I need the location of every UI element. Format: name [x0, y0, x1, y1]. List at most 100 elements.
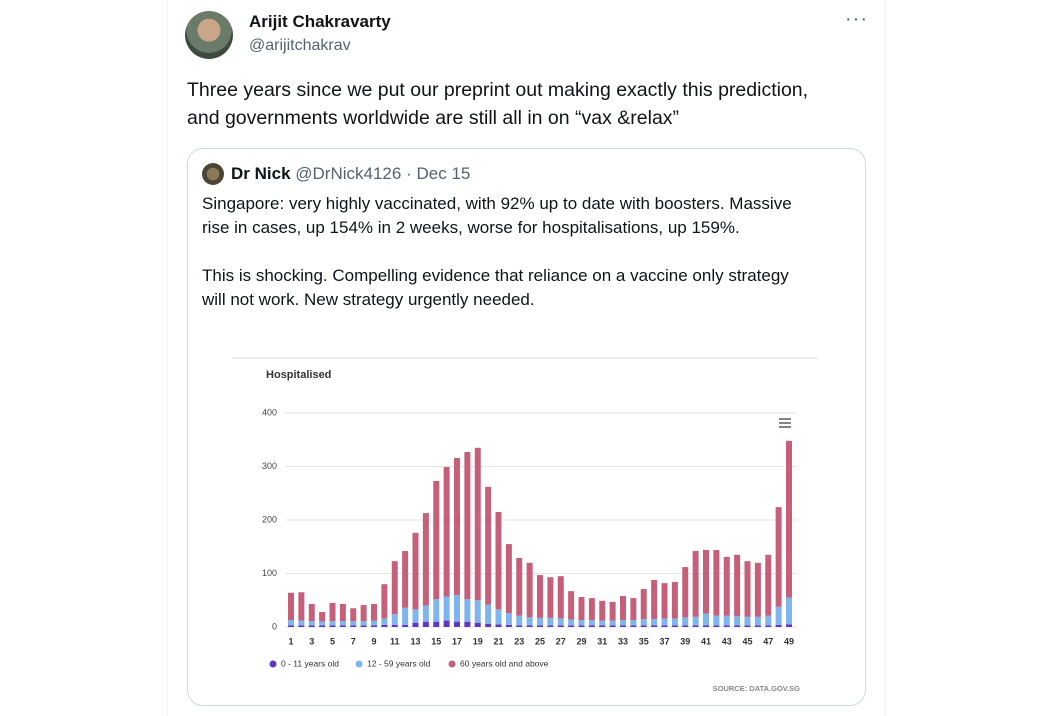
- bar-segment: [298, 592, 305, 621]
- bar-segment: [360, 605, 367, 622]
- bar-segment: [713, 549, 720, 616]
- bar-segment: [786, 440, 792, 598]
- bar-segment: [734, 625, 741, 627]
- bar-segment: [640, 618, 647, 626]
- tweet-text: Three years since we put our preprint ou…: [187, 79, 809, 101]
- bar-segment: [381, 618, 388, 625]
- bar-segment: [474, 447, 481, 601]
- bar-segment: [495, 624, 502, 627]
- bar-segment: [640, 589, 647, 619]
- x-tick-label: 29: [576, 636, 586, 646]
- bar-segment: [557, 618, 564, 626]
- x-tick-label: 35: [639, 636, 649, 646]
- quote-text: will not work. New strategy urgently nee…: [202, 290, 535, 309]
- bar-segment: [412, 622, 419, 627]
- legend-label: 12 - 59 years old: [367, 658, 431, 668]
- bar-segment: [433, 480, 440, 600]
- x-tick-label: 45: [742, 636, 752, 646]
- x-tick-label: 39: [680, 636, 690, 646]
- bar-segment: [588, 598, 595, 621]
- bar-segment: [350, 625, 357, 627]
- bar-segment: [339, 625, 346, 627]
- bar-segment: [339, 621, 346, 626]
- bar-segment: [703, 613, 709, 626]
- y-tick-label: 100: [262, 568, 277, 578]
- bar-segment: [578, 625, 585, 627]
- bar-segment: [288, 592, 294, 621]
- bar-segment: [454, 457, 460, 595]
- bar-segment: [713, 625, 720, 627]
- bar-segment: [350, 621, 357, 626]
- bar-segment: [671, 582, 678, 619]
- bar-segment: [308, 603, 315, 622]
- bar-segment: [371, 625, 377, 627]
- chart: Hospitalised SOURCE: DATA.GOV.SG 0 100 200…: [232, 357, 818, 693]
- bar-segment: [599, 600, 606, 621]
- quote-text: rise in cases, up 154% in 2 weeks, worse…: [202, 218, 740, 237]
- x-tick-label: 5: [330, 636, 335, 646]
- bar-segment: [360, 625, 367, 627]
- bar-segment: [360, 621, 367, 626]
- bar-segment: [329, 625, 336, 627]
- bar-segment: [588, 620, 595, 626]
- bar-segment: [537, 575, 543, 618]
- author-handle[interactable]: @arijitchakrav: [249, 37, 351, 54]
- more-button[interactable]: ···: [845, 8, 868, 30]
- bar-segment: [454, 594, 460, 622]
- bar-segment: [402, 551, 409, 608]
- bar-segment: [620, 620, 626, 626]
- bar-segment: [547, 577, 554, 618]
- x-tick-label: 9: [371, 636, 376, 646]
- x-tick-label: 17: [452, 636, 462, 646]
- bar-segment: [505, 624, 512, 627]
- x-tick-label: 43: [722, 636, 732, 646]
- bar-segment: [402, 607, 409, 625]
- bar-segment: [744, 616, 751, 626]
- bar-segment: [485, 486, 492, 605]
- bar-segment: [651, 579, 658, 619]
- bar-segment: [671, 625, 678, 627]
- legend-swatch: [269, 660, 277, 668]
- bar-segment: [485, 604, 492, 624]
- bar-segment: [692, 625, 699, 627]
- bar-segment: [329, 621, 336, 626]
- quote-tweet[interactable]: [187, 148, 866, 706]
- x-tick-label: 1: [288, 636, 293, 646]
- bar-segment: [661, 583, 668, 619]
- bar-segment: [443, 467, 450, 597]
- avatar[interactable]: [185, 11, 233, 59]
- x-tick-label: 37: [659, 636, 669, 646]
- bar-segment: [765, 554, 772, 616]
- bar-segment: [734, 554, 741, 617]
- bar-segment: [526, 625, 533, 627]
- bar-segment: [422, 605, 429, 622]
- bar-segment: [454, 621, 460, 627]
- bar-segment: [651, 625, 658, 627]
- bar-segment: [474, 600, 481, 623]
- bar-segment: [381, 624, 388, 627]
- bar-segment: [775, 606, 782, 625]
- bar-segment: [329, 602, 336, 622]
- bar-segment: [723, 615, 730, 626]
- y-tick-label: 200: [262, 514, 277, 524]
- author-name[interactable]: Arijit Chakravarty: [249, 12, 391, 31]
- legend-swatch: [355, 660, 363, 668]
- bar-segment: [547, 625, 554, 627]
- bar-segment: [402, 624, 409, 627]
- separator: ·: [406, 164, 412, 183]
- source: SOURCE: DATA.GOV.SG: [713, 684, 801, 693]
- bar-segment: [288, 620, 294, 626]
- bar-segment: [526, 617, 533, 626]
- bar-segment: [723, 556, 730, 616]
- bar-segment: [775, 507, 782, 607]
- bar-segment: [682, 617, 689, 626]
- x-tick-label: 13: [410, 636, 420, 646]
- menu-icon[interactable]: [779, 418, 791, 428]
- bar-segment: [588, 625, 595, 627]
- bar-segment: [775, 624, 782, 627]
- bar-segment: [319, 621, 326, 626]
- bar-segment: [422, 621, 429, 627]
- bar-segment: [474, 622, 481, 627]
- bar-segment: [703, 625, 709, 627]
- bar-segment: [319, 612, 326, 622]
